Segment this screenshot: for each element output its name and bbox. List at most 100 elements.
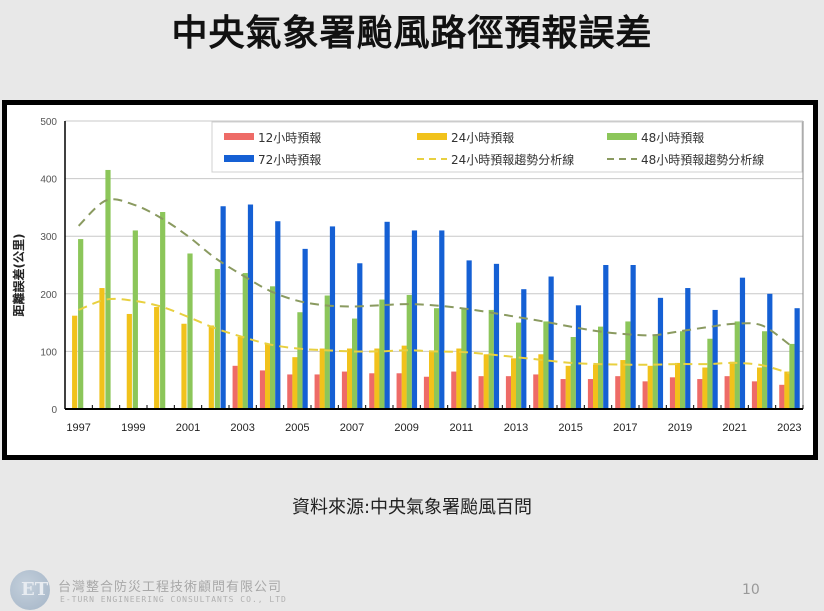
- legend-box: [211, 121, 803, 173]
- trend-line-trend48: [77, 198, 790, 346]
- bar-h48: [461, 308, 467, 409]
- legend-label-h24: 24小時預報: [451, 131, 514, 145]
- bar-h48: [652, 335, 658, 409]
- bar-h72: [521, 289, 527, 409]
- bar-h72: [685, 288, 691, 409]
- legend-label-trend48: 48小時預報趨勢分析線: [641, 152, 764, 167]
- chart-container: 0 100 200 300 400 500 距離誤差(公里) 1997 1999 2001 2003…: [2, 100, 818, 460]
- bar-h24: [538, 354, 544, 409]
- x-tick-label: 2013: [504, 422, 528, 434]
- x-tick-label: 2011: [450, 422, 474, 434]
- bar-h24: [593, 364, 599, 409]
- bar-h12: [724, 376, 730, 409]
- bar-h24: [429, 351, 435, 409]
- bar-h72: [548, 276, 554, 409]
- bar-h72: [739, 277, 746, 409]
- bar-h12: [232, 365, 238, 409]
- x-tick-label: 2023: [777, 422, 801, 434]
- bar-h48: [406, 294, 412, 409]
- bar-h72: [411, 230, 418, 409]
- bar-h12: [751, 381, 758, 409]
- x-tick-label: 2003: [230, 422, 254, 434]
- bar-h24: [126, 313, 132, 409]
- bar-h24: [99, 288, 105, 409]
- bar-h24: [565, 365, 571, 409]
- bar-h12: [669, 377, 676, 409]
- data-source-caption: 資料來源:中央氣象署颱風百問: [291, 497, 533, 518]
- bar-h12: [369, 373, 375, 409]
- bar-h48: [78, 239, 84, 409]
- bar-h72: [275, 221, 281, 409]
- bar-h24: [620, 360, 626, 409]
- bar-h24: [647, 365, 653, 409]
- bar-h24: [675, 362, 681, 409]
- bar-h48: [516, 322, 522, 409]
- page-number: 10: [742, 582, 760, 598]
- bar-h48: [734, 321, 740, 409]
- legend-label-h48: 48小時預報: [641, 131, 704, 145]
- legend-swatch-h72: [224, 155, 254, 162]
- bar-h72: [603, 265, 609, 409]
- bar-h72: [247, 204, 254, 409]
- bar-h12: [341, 371, 348, 409]
- bar-h24: [208, 325, 214, 409]
- x-tick-label: 1999: [121, 422, 145, 434]
- bar-h12: [587, 379, 594, 409]
- bar-h24: [511, 358, 517, 409]
- legend-swatch-h24: [417, 133, 447, 140]
- bar-h48: [543, 321, 549, 409]
- bar-h12: [505, 376, 512, 409]
- bar-h48: [434, 308, 440, 409]
- x-tick-label: 2017: [613, 422, 637, 434]
- bar-h48: [707, 338, 713, 409]
- legend-label-trend24: 24小時預報趨勢分析線: [451, 152, 574, 167]
- bar-h12: [478, 376, 484, 409]
- bar-h12: [259, 370, 266, 409]
- bar-h24: [319, 348, 325, 409]
- bar-h72: [220, 206, 226, 409]
- bar-h12: [779, 384, 785, 409]
- bar-h12: [697, 379, 703, 409]
- bar-h48: [324, 295, 330, 409]
- bar-h24: [72, 315, 78, 409]
- bar-h24: [347, 348, 353, 409]
- y-tick-label: 500: [40, 117, 57, 128]
- slide-title: 中央氣象署颱風路徑預報誤差: [171, 13, 653, 54]
- x-tick-label: 2019: [668, 422, 692, 434]
- legend-swatch-h48: [607, 133, 637, 140]
- bar-h72: [329, 226, 336, 409]
- bar-h72: [357, 263, 363, 409]
- y-tick-label: 400: [40, 175, 57, 186]
- bar-h72: [466, 260, 472, 409]
- bar-h48: [105, 169, 111, 409]
- company-logo-icon: ET: [10, 570, 50, 610]
- bar-h48: [762, 331, 768, 409]
- bar-h12: [314, 374, 320, 409]
- bar-h48: [488, 309, 494, 409]
- x-tick-label: 2001: [176, 422, 200, 434]
- bar-h72: [384, 221, 390, 409]
- bar-h48: [214, 269, 220, 409]
- bar-h24: [154, 307, 160, 409]
- bar-h48: [270, 286, 276, 409]
- bar-h72: [575, 305, 582, 409]
- bar-h24: [757, 367, 763, 409]
- bar-h24: [374, 348, 380, 409]
- trend-line-trend24: [78, 297, 790, 375]
- bar-h72: [630, 265, 636, 409]
- bar-h12: [533, 374, 539, 409]
- x-tick-label: 2007: [340, 422, 364, 434]
- bar-h48: [598, 326, 604, 409]
- legend-label-h12: 12小時預報: [258, 131, 321, 145]
- bar-h72: [302, 248, 308, 409]
- bar-h24: [237, 337, 243, 409]
- bar-h72: [794, 308, 800, 409]
- bar-h24: [483, 354, 489, 409]
- bar-h72: [493, 263, 500, 409]
- bar-h72: [657, 297, 664, 409]
- y-axis-label: 距離誤差(公里): [11, 234, 26, 317]
- bar-h48: [379, 299, 385, 409]
- bar-h12: [642, 381, 648, 409]
- x-tick-label: 2005: [285, 422, 309, 434]
- y-tick-label: 0: [51, 405, 57, 416]
